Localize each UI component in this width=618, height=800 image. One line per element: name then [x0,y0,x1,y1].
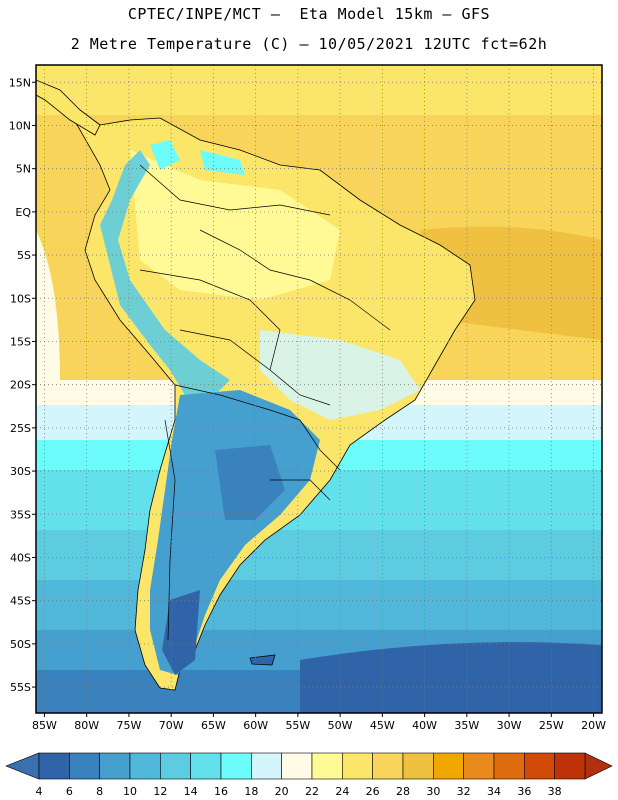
colorbar-left-arrow [5,752,40,780]
lon-tick-label: 85W [32,719,57,732]
falkland-islands [249,654,276,666]
colombia-cool [150,140,180,170]
lon-tick-label: 40W [412,719,437,732]
central-america [36,79,101,136]
lat-tick-label: 40S [10,551,31,564]
lon-tick-label: 70W [159,719,184,732]
colorbar-label: 36 [517,785,531,798]
colorbar-label: 28 [396,785,410,798]
lat-tick-label: 20S [10,379,31,392]
venezuela-cool [200,150,245,175]
colorbar-box [311,752,343,780]
colorbar-label: 12 [153,785,167,798]
colorbar-box [281,752,313,780]
axis-ticks: 15N 10N 5N EQ 5S 10S 15S 20S 25S 30S 35S 40S 45S 50S 5… [9,76,606,732]
colorbar-box [402,752,434,780]
colorbar-label: 4 [36,785,43,798]
lon-tick-label: 50W [328,719,353,732]
colorbar-box [342,752,373,780]
lon-tick-label: 65W [201,719,226,732]
lon-tick-label: 80W [74,719,99,732]
colorbar-box [38,752,70,780]
warm-band-north [36,65,602,115]
lat-tick-label: 5N [16,163,31,176]
colorbar-box [99,752,131,780]
map-grid [36,65,602,713]
southeast-cool [260,330,420,420]
lon-tick-label: 30W [497,719,522,732]
lon-tick-label: 20W [581,719,606,732]
colorbar-label: 20 [275,785,289,798]
interior-warm [130,150,340,300]
map-title-line2: 2 Metre Temperature (C) – 10/05/2021 12U… [70,35,548,53]
andes-cold [100,150,230,400]
colorbar-box [524,752,555,780]
colorbar-box [493,752,525,780]
lon-tick-label: 60W [243,719,268,732]
colorbar-right-arrow [584,752,613,780]
colorbar-box [251,752,282,780]
colorbar-label: 14 [184,785,198,798]
colorbar-label: 6 [66,785,73,798]
lat-tick-label: 10N [9,119,31,132]
lat-tick-label: 15S [10,335,31,348]
colorbar-label: 10 [123,785,137,798]
lon-tick-label: 35W [454,719,479,732]
colorbar-box [554,752,586,780]
colorbar-label: 32 [457,785,471,798]
colorbar-label: 22 [305,785,319,798]
colorbar-label: 26 [366,785,380,798]
colorbar-box [220,752,252,780]
map-title-line1: CPTEC/INPE/MCT – Eta Model 15km – GFS [127,5,491,23]
lat-tick-label: 25S [10,422,31,435]
colorbar-label: 24 [335,785,349,798]
lon-tick-label: 25W [539,719,564,732]
colorbar-label: 34 [487,785,501,798]
country-borders [139,164,391,641]
lon-tick-label: 75W [116,719,141,732]
map-frame [35,64,603,714]
colorbar-label: 18 [244,785,258,798]
coldest-band [300,642,602,713]
lat-tick-label: 45S [10,595,31,608]
lat-tick-label: 35S [10,508,31,521]
temperature-map: 15N 10N 5N EQ 5S 10S 15S 20S 25S 30S 35S 40S 45S 50S 5… [9,64,606,732]
colorbar-box [129,752,161,780]
colorbar-box [463,752,495,780]
lat-tick-label: 10S [10,292,31,305]
pacific-mild [36,230,60,380]
colorbar-box [433,752,464,780]
colorbar: 4 6 8 10 12 14 16 18 20 22 24 26 28 30 32 34 36 38 [5,752,613,798]
colorbar-label: 30 [426,785,440,798]
pampa-cold [215,445,285,520]
lat-tick-label: 15N [9,76,31,89]
colorbar-box [69,752,100,780]
lat-tick-label: 50S [10,638,31,651]
colorbar-label: 38 [548,785,562,798]
colorbar-box [160,752,191,780]
colorbar-box [372,752,404,780]
lat-tick-label: 5S [17,249,31,262]
colorbar-box [190,752,222,780]
lon-tick-label: 45W [370,719,395,732]
lat-tick-label: EQ [15,206,31,219]
lat-tick-label: 30S [10,465,31,478]
lon-tick-label: 55W [285,719,310,732]
lat-tick-label: 55S [10,681,31,694]
colorbar-label: 16 [214,785,228,798]
colorbar-label: 8 [96,785,103,798]
